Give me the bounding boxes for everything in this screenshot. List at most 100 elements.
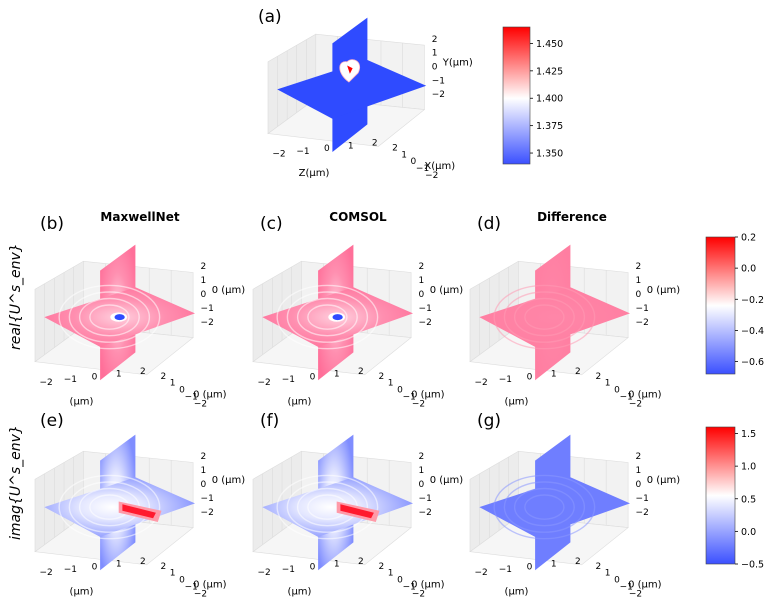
panel-b-wave-ring (68, 291, 151, 343)
panel-f-xlabel: 0 (μm) (411, 580, 445, 591)
panel-d-wave-ring (503, 291, 586, 343)
panel-g-zlabel: (μm) (505, 587, 529, 598)
panel-e-ztick: 0 (92, 562, 98, 572)
panel-g-ytick: 2 (636, 452, 642, 462)
panel-a-ztick: 0 (324, 144, 330, 154)
panel-g-ztick: 0 (527, 562, 533, 572)
panel-a-zlabel: Z(μm) (299, 168, 330, 179)
panel-b-ztick: −2 (40, 378, 53, 388)
panel-e-zlabel: (μm) (70, 587, 94, 598)
panel-b-xtick: −2 (194, 400, 207, 410)
panel-e-wave-ring (58, 474, 161, 540)
panel-f-wave-ring (276, 474, 379, 540)
panel-d-ztick: −1 (499, 375, 512, 385)
cbar-a-tick-label: 1.425 (536, 66, 563, 77)
panel-b-wave-ring (58, 284, 161, 350)
panel-f-xtick: 0 (397, 576, 403, 586)
panel-b-wave-ring (78, 297, 140, 337)
panel-e-ylabel: 0 (μm) (212, 475, 246, 486)
panel-d-ztick: 2 (575, 367, 581, 377)
panel-e-ytick: 2 (201, 452, 207, 462)
colorbar-a-gradient (502, 26, 531, 165)
panel-d-xtick: −1 (620, 393, 633, 403)
panel-d-ytick: −2 (636, 318, 649, 328)
panel-f-ytick: −1 (419, 494, 432, 504)
panel-d-ytick: −1 (636, 304, 649, 314)
panel-f-xtick: 2 (378, 562, 384, 572)
panel-label-e: (e) (40, 411, 64, 431)
panel-g-slice-horizontal (479, 477, 630, 537)
panel-c-xtick: 0 (397, 386, 403, 396)
panel-f-ztick: −2 (258, 568, 271, 578)
panel-b-ztick: 1 (116, 370, 122, 380)
panel-d-xtick: 1 (605, 379, 611, 389)
panel-a-ytick: 1 (432, 49, 438, 59)
panel-f-ytick: 1 (419, 466, 425, 476)
panel-a-ytick: −2 (432, 90, 445, 100)
panel-g-ytick: 1 (636, 466, 642, 476)
panel-f-xtick: 1 (388, 569, 394, 579)
panel-b-ytick: −1 (201, 304, 214, 314)
panel-f-ytick: 2 (419, 452, 425, 462)
panel-label-d: (d) (477, 214, 501, 234)
panel-c-xtick: −2 (412, 400, 425, 410)
cbar-imag-tick-label: 1.0 (741, 462, 756, 473)
panel-c-ytick: 1 (419, 276, 425, 286)
panel-d-ylabel: 0 (μm) (647, 285, 681, 296)
panel-e-xtick: 1 (170, 569, 176, 579)
cbar-imag-tick-label: 0.0 (741, 527, 756, 538)
panel-g-ylabel: 0 (μm) (647, 475, 681, 486)
panel-a-ytick: 2 (432, 35, 438, 45)
panel-f-ztick: 0 (310, 562, 316, 572)
panel-e-xlabel: 0 (μm) (193, 580, 227, 591)
panel-e-ytick: −1 (201, 494, 214, 504)
panel-label-b: (b) (40, 214, 64, 234)
panel-a-ztick: −1 (296, 147, 309, 157)
panel-g-xtick: −1 (620, 583, 633, 593)
panel-f-zlabel: (μm) (288, 587, 312, 598)
panel-g-wave-ring (513, 487, 575, 527)
panel-d-zlabel: (μm) (505, 397, 529, 408)
panel-c-xtick: 2 (378, 372, 384, 382)
panel-d-ytick: 0 (636, 290, 642, 300)
panel-a-xlabel: X(μm) (424, 161, 455, 172)
panel-g-xtick: 0 (614, 576, 620, 586)
panel-b-ytick: 0 (201, 290, 207, 300)
panel-e-xtick: −1 (185, 583, 198, 593)
panel-d-ytick: 1 (636, 276, 642, 286)
panel-c-xtick: 1 (388, 379, 394, 389)
panel-g-xtick: 2 (595, 562, 601, 572)
panel-c-ytick: −1 (419, 304, 432, 314)
panel-a-ytick: 0 (432, 62, 438, 72)
panel-d-ztick: 0 (527, 372, 533, 382)
panel-c-ytick: 2 (419, 262, 425, 272)
panel-c-xtick: −1 (403, 393, 416, 403)
panel-b-ytick: 1 (201, 276, 207, 286)
panel-d-wave-ring (493, 284, 596, 350)
panel-e-xtick: −2 (194, 590, 207, 600)
panel-d-slice-horizontal (479, 287, 630, 347)
panel-a-xtick: −1 (416, 164, 429, 174)
panel-c-wave-ring (276, 284, 379, 350)
panel-a-slice-horizontal (277, 60, 427, 119)
panel-c-ytick: 0 (419, 290, 425, 300)
cbar-imag-tick-label: 1.5 (741, 429, 756, 440)
panel-b-ztick: 0 (92, 372, 98, 382)
panel-d-xlabel: 0 (μm) (628, 390, 662, 401)
panel-label-g: (g) (477, 411, 501, 431)
panel-e-wave-ring (68, 481, 151, 533)
panel-g-wave-ring (524, 494, 565, 520)
panel-g-ztick: 1 (551, 560, 557, 570)
panel-c-ytick: −2 (419, 318, 432, 328)
panel-e-ztick: 1 (116, 560, 122, 570)
panel-d-ztick: −2 (475, 378, 488, 388)
panel-b-xtick: 2 (160, 372, 166, 382)
panel-a-ytick: −1 (432, 76, 445, 86)
panel-f-ytick: −2 (419, 508, 432, 518)
panel-e-ztick: 2 (140, 557, 146, 567)
panel-g-wave-ring (493, 474, 596, 540)
